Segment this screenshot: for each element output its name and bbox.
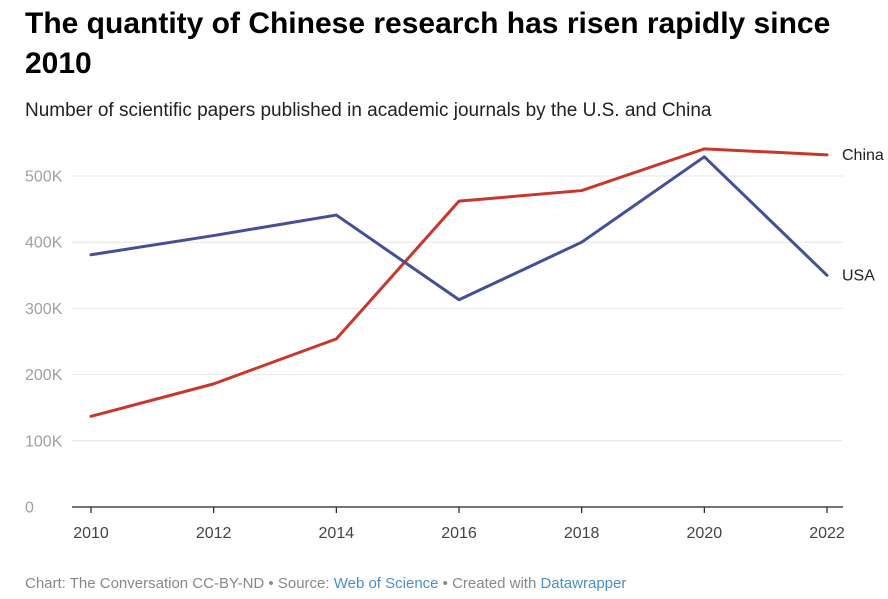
series-lines [89, 147, 829, 418]
chart-title: The quantity of Chinese research has ris… [25, 7, 831, 80]
chart-footer: Chart: The Conversation CC-BY-ND • Sourc… [25, 573, 626, 595]
chart-subtitle: Number of scientific papers published in… [25, 100, 712, 121]
data-point-usa [212, 234, 215, 237]
y-tick-label: 500K [25, 169, 63, 186]
x-tick-label: 2016 [441, 525, 477, 542]
y-tick-label: 300K [25, 301, 63, 318]
series-line-usa [89, 155, 829, 302]
x-tick-label: 2014 [319, 525, 355, 542]
series-labels: China USA [842, 147, 884, 284]
source-link[interactable]: Web of Science [333, 575, 439, 592]
x-tick-label: 2012 [196, 525, 232, 542]
y-tick-label: 200K [25, 367, 63, 384]
series-line-china [89, 147, 829, 418]
data-point-usa [703, 155, 706, 158]
footer-credit: Chart: The Conversation CC-BY-ND [25, 575, 265, 592]
data-point-china [580, 189, 583, 192]
axes: 0 100K 200K 300K 400K 500K 2010 2012 2014 2016 201… [25, 169, 845, 543]
x-tick-label: 2010 [73, 525, 109, 542]
data-point-china [458, 200, 461, 203]
footer-source-prefix: • Source: [264, 575, 334, 592]
data-point-china [826, 153, 829, 156]
data-point-usa [580, 241, 583, 244]
gridlines [72, 175, 843, 442]
footer-tool-prefix: • Created with [438, 575, 541, 592]
y-tick-label: 400K [25, 235, 63, 252]
data-point-usa [335, 214, 338, 217]
data-point-china [212, 382, 215, 385]
x-tick-label: 2018 [564, 525, 600, 542]
data-point-china [703, 147, 706, 150]
series-label-usa: USA [842, 267, 875, 284]
x-tick-label: 2022 [809, 525, 845, 542]
y-tick-label: 100K [25, 433, 63, 450]
series-label-china: China [842, 147, 884, 164]
data-point-china [335, 337, 338, 340]
data-point-usa [90, 253, 93, 256]
datawrapper-link[interactable]: Datawrapper [540, 575, 627, 592]
data-point-usa [458, 298, 461, 301]
x-tick-label: 2020 [687, 525, 723, 542]
data-point-usa [826, 274, 829, 277]
y-tick-label: 0 [25, 500, 34, 517]
line-chart: 0 100K 200K 300K 400K 500K 2010 2012 2014 2016 201… [25, 147, 884, 543]
data-point-china [90, 415, 93, 418]
